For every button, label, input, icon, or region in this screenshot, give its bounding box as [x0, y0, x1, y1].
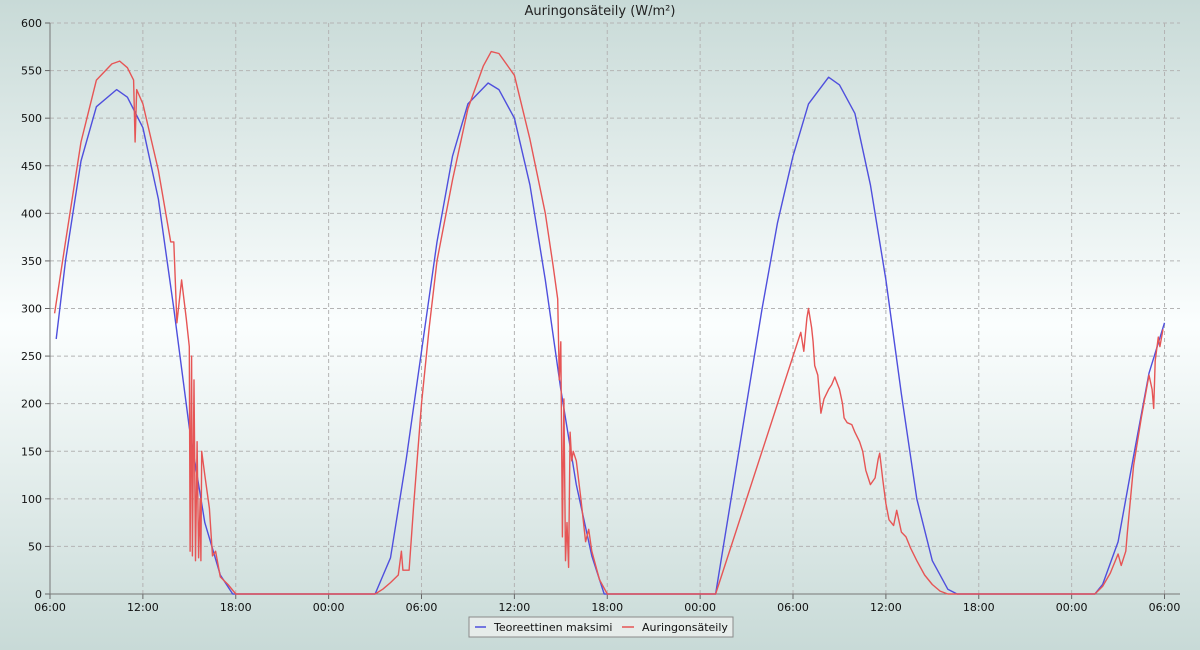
- y-tick-label: 550: [21, 65, 42, 78]
- legend-label-teoreettinen-maksimi: Teoreettinen maksimi: [493, 621, 612, 634]
- y-tick-label: 350: [21, 255, 42, 268]
- y-tick-label: 450: [21, 160, 42, 173]
- x-tick-label: 18:00: [963, 601, 995, 614]
- x-tick-label: 06:00: [406, 601, 438, 614]
- y-tick-label: 50: [28, 540, 42, 553]
- y-tick-label: 250: [21, 350, 42, 363]
- x-tick-label: 06:00: [1149, 601, 1181, 614]
- series-line-auringonsateily: [53, 50, 1164, 595]
- y-tick-label: 100: [21, 493, 42, 506]
- x-tick-label: 12:00: [499, 601, 531, 614]
- x-tick-label: 06:00: [34, 601, 66, 614]
- y-tick-label: 150: [21, 445, 42, 458]
- y-tick-label: 300: [21, 303, 42, 316]
- axis-layer: 0 50 100 150 200 250 300 350 400 450 500 550 600 06:0…: [21, 17, 1180, 614]
- y-tick-label: 0: [35, 588, 42, 601]
- x-tick-label: 12:00: [870, 601, 902, 614]
- x-tick-label: 00:00: [1056, 601, 1088, 614]
- x-tick-label: 18:00: [591, 601, 623, 614]
- y-tick-label: 500: [21, 112, 42, 125]
- x-tick-label: 06:00: [777, 601, 809, 614]
- grid-layer: [49, 22, 1180, 594]
- series-layer: [53, 50, 1166, 595]
- x-tick-label: 00:00: [313, 601, 345, 614]
- y-tick-label: 200: [21, 398, 42, 411]
- legend: Teoreettinen maksimi Auringonsäteily: [468, 616, 734, 638]
- series-line-teoreettinen-maksimi: [55, 76, 1166, 595]
- x-tick-label: 12:00: [127, 601, 159, 614]
- x-tick-label: 00:00: [684, 601, 716, 614]
- x-tick-label: 18:00: [220, 601, 252, 614]
- y-tick-label: 600: [21, 17, 42, 30]
- y-tick-label: 400: [21, 207, 42, 220]
- legend-box: [468, 616, 734, 638]
- chart-title: Auringonsäteily (W/m²): [525, 4, 676, 19]
- legend-label-auringonsateily: Auringonsäteily: [642, 621, 728, 634]
